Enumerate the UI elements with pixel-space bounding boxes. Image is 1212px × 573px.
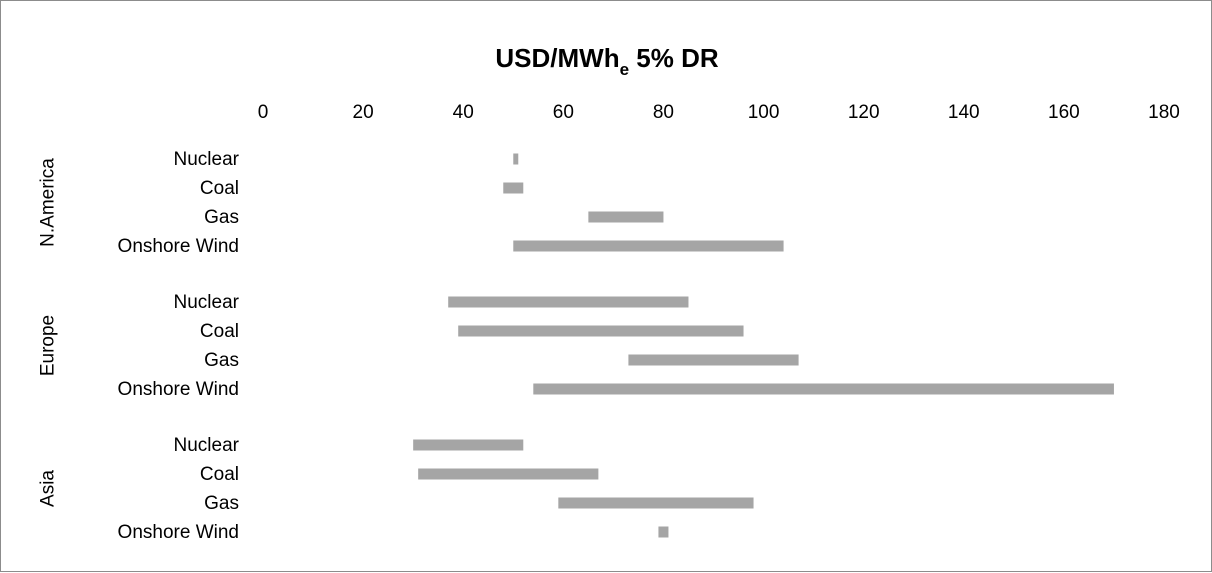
category-label: Gas [204, 350, 239, 371]
category-label: Onshore Wind [118, 522, 239, 543]
category-label: Coal [200, 464, 239, 485]
range-bar [533, 383, 1114, 395]
x-tick-label: 160 [1048, 102, 1080, 123]
range-bar [418, 468, 599, 480]
category-label: Nuclear [174, 292, 240, 313]
category-label: Coal [200, 321, 239, 342]
x-tick-label: 40 [453, 102, 474, 123]
region-label: Europe [38, 315, 59, 376]
range-bar [558, 497, 754, 509]
chart-title: USD/MWhe 5% DR [495, 43, 718, 79]
x-tick-label: 120 [848, 102, 880, 123]
range-bar [503, 182, 524, 194]
x-tick-label: 140 [948, 102, 980, 123]
range-bar [413, 439, 524, 451]
range-bars [413, 153, 1114, 538]
range-bar [628, 354, 799, 366]
x-tick-label: 180 [1148, 102, 1180, 123]
category-label: Coal [200, 178, 239, 199]
region-labels: N.America Europe Asia [38, 158, 59, 507]
category-label: Gas [204, 207, 239, 228]
x-tick-label: 80 [653, 102, 674, 123]
range-bar [458, 325, 744, 337]
x-tick-label: 100 [748, 102, 780, 123]
range-bar [513, 240, 784, 252]
range-bar [448, 296, 689, 308]
region-label: Asia [38, 470, 59, 507]
chart-title-suffix: 5% DR [629, 43, 719, 73]
range-bar [658, 526, 669, 538]
x-tick-label: 0 [258, 102, 269, 123]
range-bar [588, 211, 664, 223]
x-tick-label: 60 [553, 102, 574, 123]
category-label: Onshore Wind [118, 379, 239, 400]
chart-title-main: USD/MWh [495, 43, 619, 73]
x-tick-label: 20 [353, 102, 374, 123]
x-axis-ticks: 0 20 40 60 80 100 120 140 160 180 [258, 102, 1180, 123]
region-label: N.America [38, 158, 59, 247]
range-bar [513, 153, 519, 165]
category-label: Nuclear [174, 435, 240, 456]
chart-title-subscript: e [620, 60, 629, 79]
category-labels: Nuclear Coal Gas Onshore Wind Nuclear Coal Gas… [118, 149, 240, 543]
category-label: Onshore Wind [118, 236, 239, 257]
category-label: Nuclear [174, 149, 240, 170]
category-label: Gas [204, 493, 239, 514]
